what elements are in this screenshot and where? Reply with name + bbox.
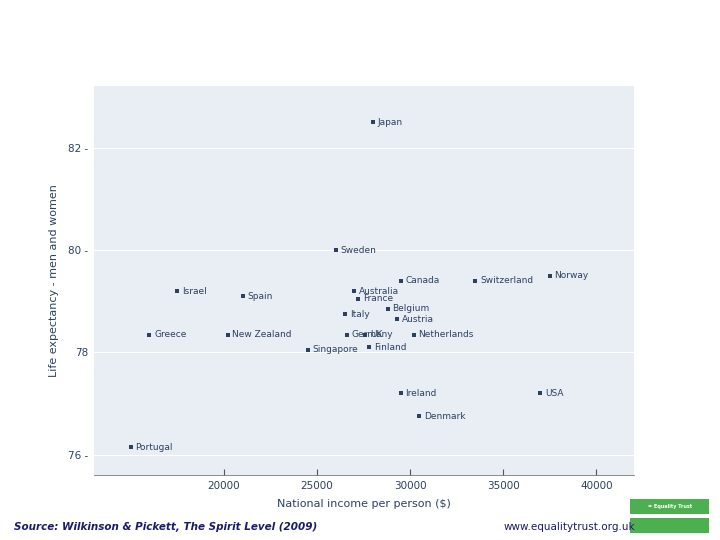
Text: Australia: Australia xyxy=(359,287,399,295)
Text: Source: Wilkinson & Pickett, The Spirit Level (2009): Source: Wilkinson & Pickett, The Spirit … xyxy=(14,522,318,532)
Text: Greece: Greece xyxy=(154,330,186,339)
Text: Ireland: Ireland xyxy=(405,389,437,398)
Text: Finland: Finland xyxy=(374,343,406,352)
Bar xyxy=(630,518,709,532)
Text: Austria: Austria xyxy=(402,315,433,323)
Text: = Equality Trust: = Equality Trust xyxy=(647,504,692,509)
Text: Netherlands: Netherlands xyxy=(418,330,474,339)
Text: Norway: Norway xyxy=(554,271,589,280)
Text: Singapore: Singapore xyxy=(312,346,358,354)
Text: Sweden: Sweden xyxy=(341,246,376,254)
Y-axis label: Life expectancy - men and women: Life expectancy - men and women xyxy=(50,184,60,377)
Text: Israel: Israel xyxy=(182,287,207,295)
Text: New Zealand: New Zealand xyxy=(233,330,292,339)
X-axis label: National income per person ($): National income per person ($) xyxy=(276,499,451,509)
Text: Switzerland: Switzerland xyxy=(480,276,533,285)
Text: Portugal: Portugal xyxy=(135,443,173,451)
Text: Germany: Germany xyxy=(351,330,393,339)
Text: Japan: Japan xyxy=(377,118,402,127)
Text: UK: UK xyxy=(370,330,382,339)
Text: Canada: Canada xyxy=(405,276,440,285)
Text: France: France xyxy=(363,294,393,303)
Bar xyxy=(630,500,709,514)
Text: www.equalitytrust.org.uk: www.equalitytrust.org.uk xyxy=(504,522,636,532)
Text: Belgium: Belgium xyxy=(392,305,430,313)
Text: USA: USA xyxy=(545,389,564,398)
Text: Italy: Italy xyxy=(350,309,369,319)
Text: Spain: Spain xyxy=(247,292,273,301)
Text: Denmark: Denmark xyxy=(424,412,466,421)
